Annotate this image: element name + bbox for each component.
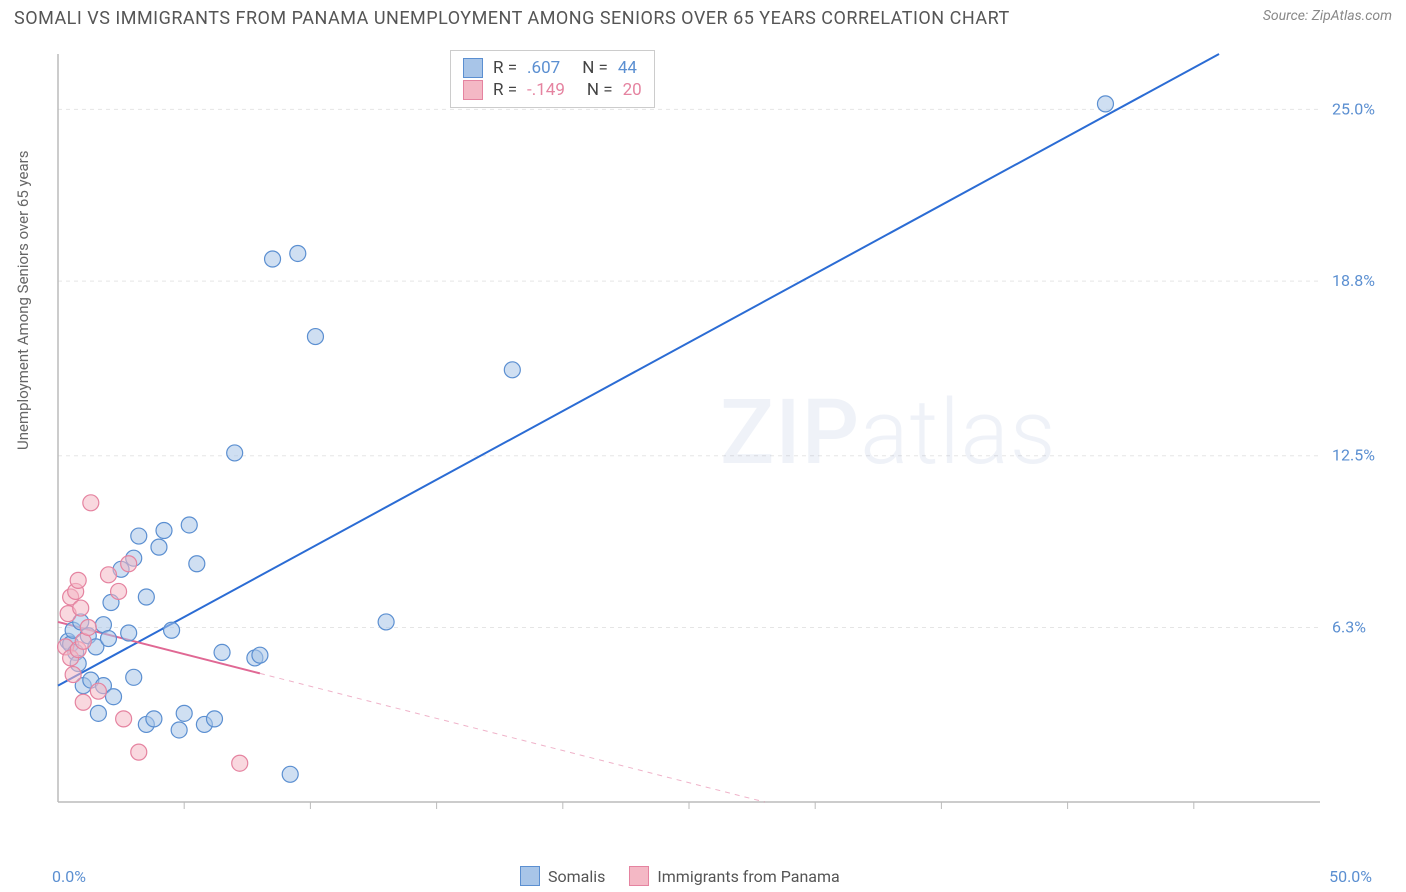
- scatter-svg: 6.3% 12.5% 18.8% 25.0%: [50, 42, 1390, 842]
- source-attribution: Source: ZipAtlas.com: [1263, 8, 1392, 24]
- swatch-icon: [629, 866, 649, 886]
- n-value-panama: 20: [623, 80, 642, 100]
- y-axis-label: Unemployment Among Seniors over 65 years: [14, 151, 32, 450]
- r-value-somalis: .607: [527, 58, 560, 78]
- x-axis-end-label: 50.0%: [1329, 867, 1372, 886]
- chart-plot-area: 6.3% 12.5% 18.8% 25.0%: [50, 42, 1390, 842]
- n-value-somalis: 44: [618, 58, 637, 78]
- r-value-panama: -.149: [527, 80, 565, 100]
- swatch-somalis: [463, 58, 483, 78]
- chart-title: SOMALI VS IMMIGRANTS FROM PANAMA UNEMPLO…: [14, 8, 1010, 29]
- legend-item-somalis: Somalis: [520, 866, 605, 886]
- legend-row-panama: R = -.149 N = 20: [463, 79, 642, 101]
- svg-text:18.8%: 18.8%: [1332, 271, 1375, 290]
- x-axis-origin-label: 0.0%: [52, 867, 86, 886]
- svg-text:12.5%: 12.5%: [1332, 446, 1375, 465]
- legend-row-somalis: R = .607 N = 44: [463, 57, 642, 79]
- series-legend: Somalis Immigrants from Panama: [520, 866, 840, 886]
- swatch-panama: [463, 80, 483, 100]
- svg-text:6.3%: 6.3%: [1332, 617, 1366, 636]
- legend-item-panama: Immigrants from Panama: [629, 866, 839, 886]
- swatch-icon: [520, 866, 540, 886]
- correlation-legend: R = .607 N = 44 R = -.149 N = 20: [450, 50, 655, 108]
- svg-text:25.0%: 25.0%: [1332, 99, 1375, 118]
